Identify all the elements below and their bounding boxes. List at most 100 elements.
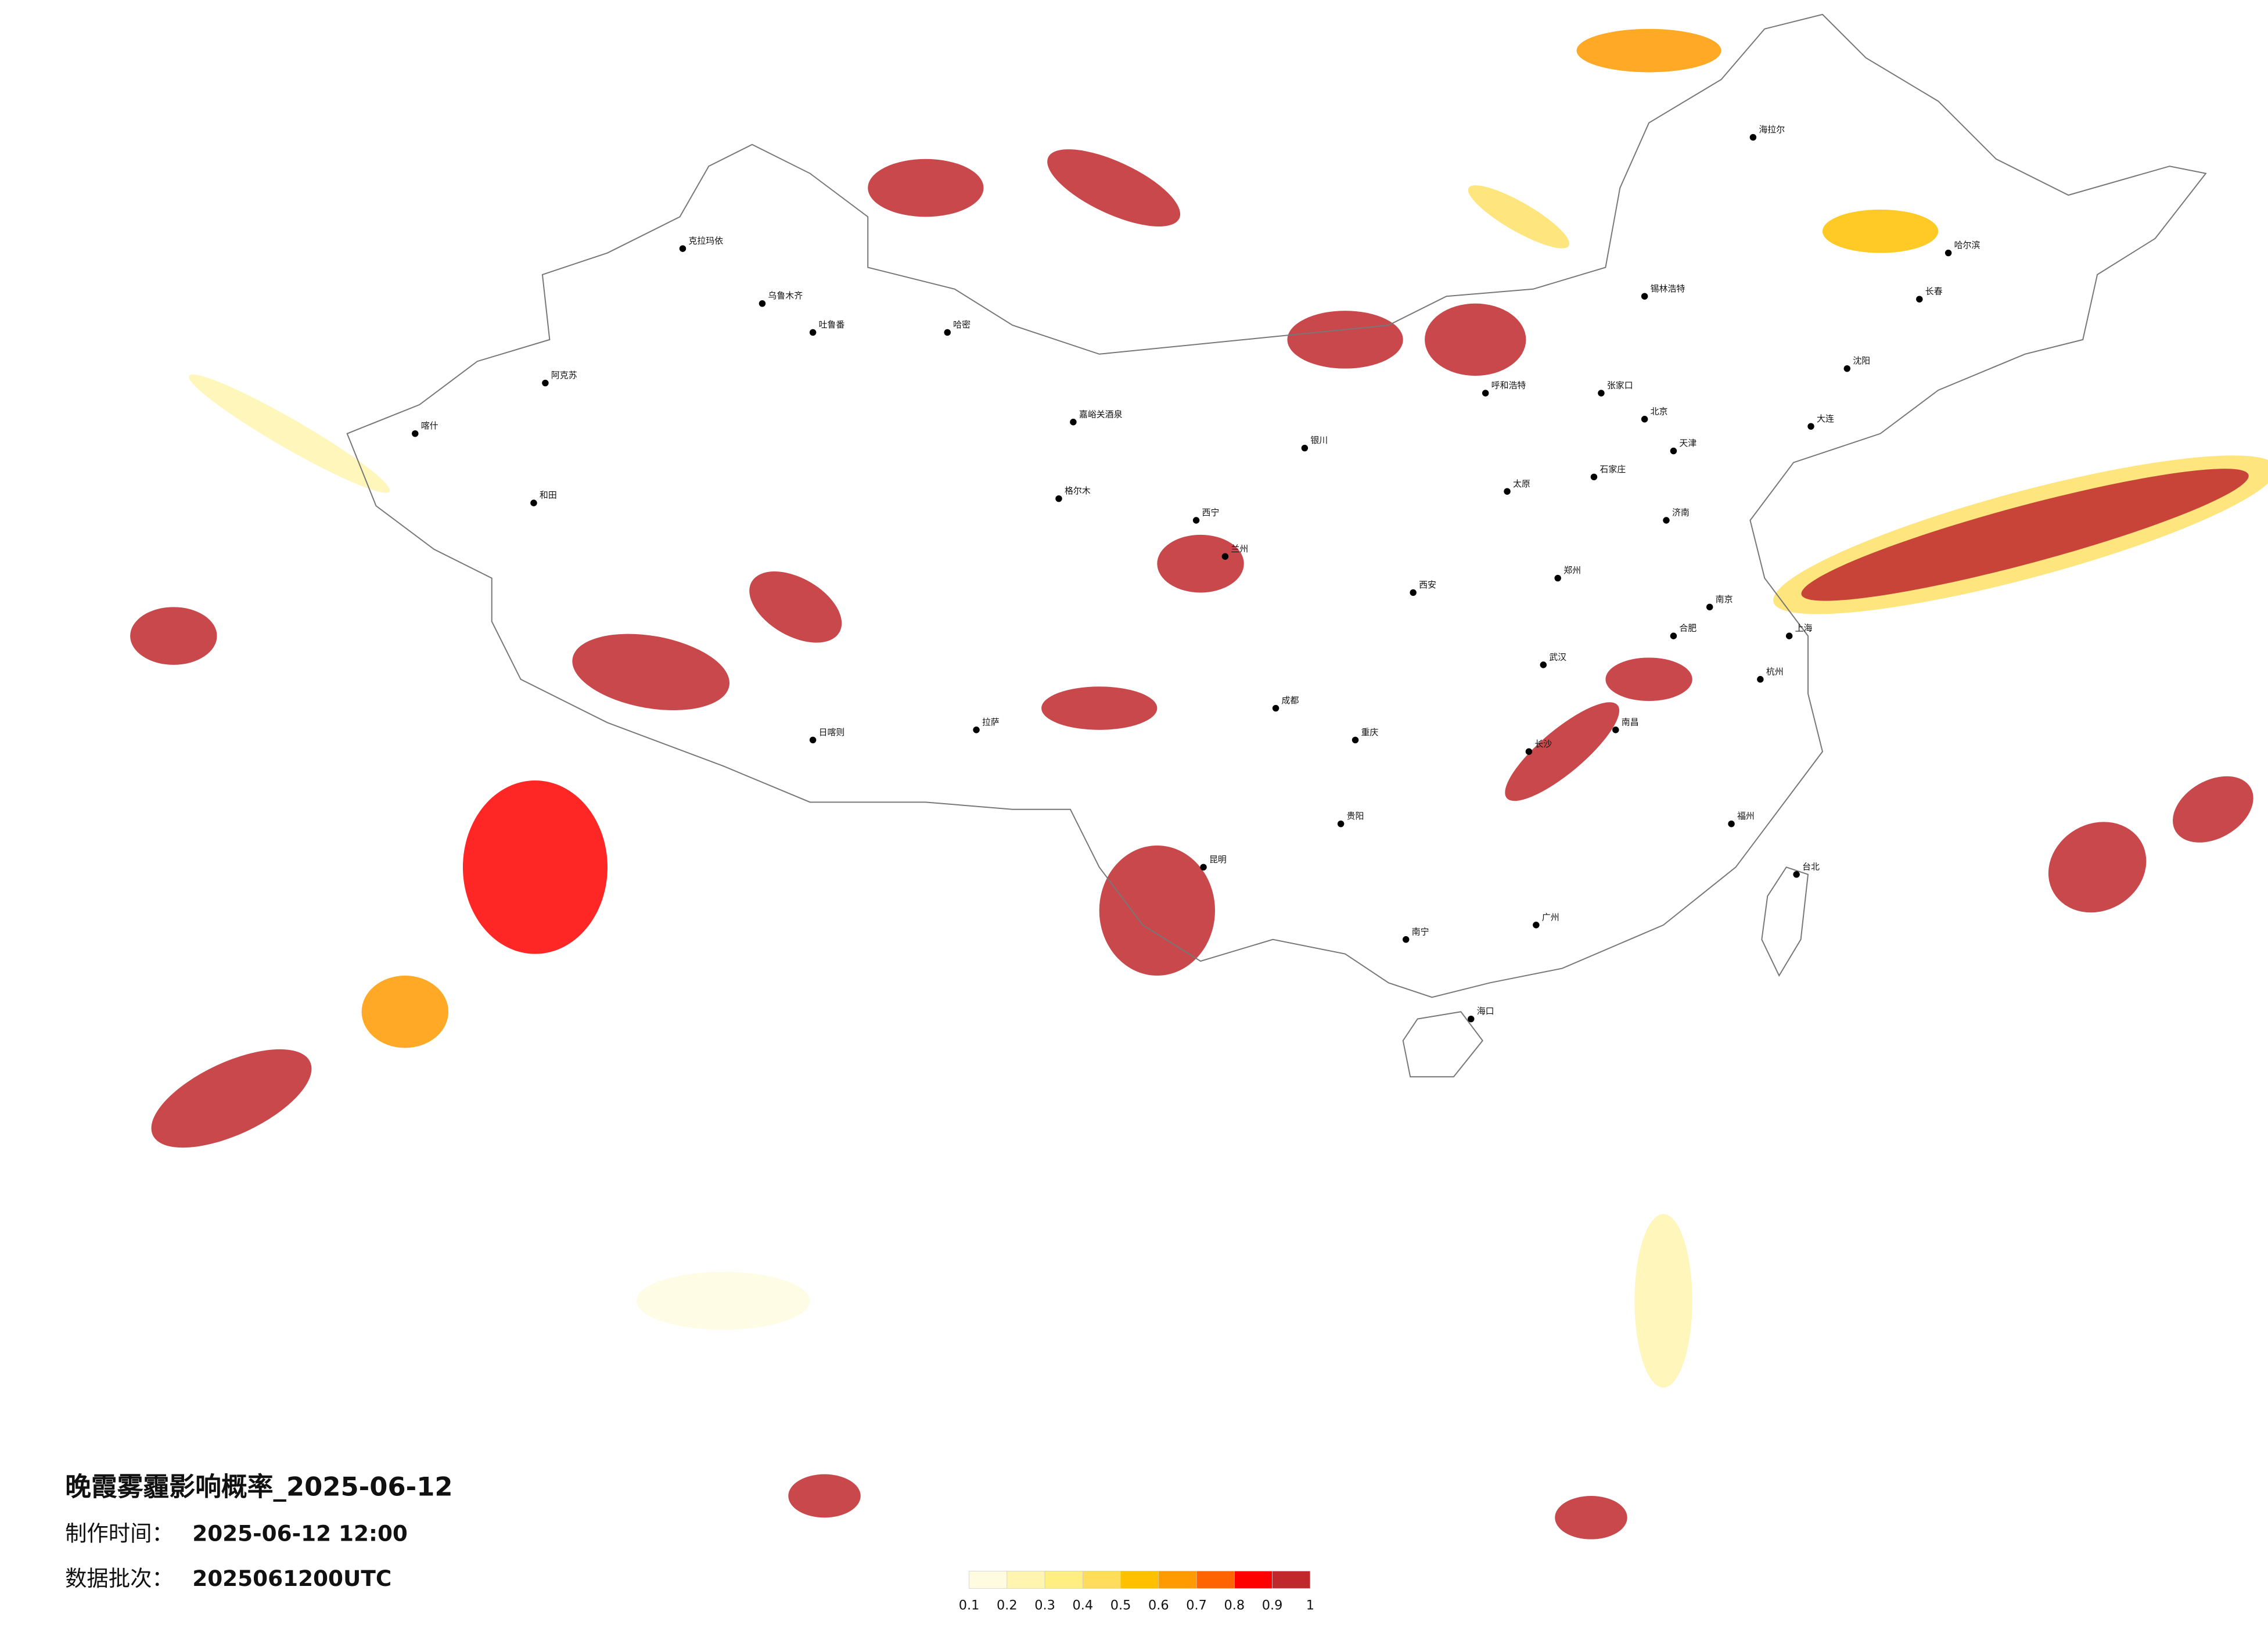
- legend-swatch: [1158, 1571, 1197, 1589]
- haze-area: [130, 607, 217, 665]
- city-label: 哈尔滨: [1954, 240, 1981, 250]
- city-dot: [1590, 473, 1598, 481]
- city-dot: [1944, 249, 1952, 257]
- city-dot: [1785, 632, 1793, 639]
- haze-area: [1634, 1214, 1692, 1388]
- city-dot: [1482, 390, 1489, 397]
- haze-area: [749, 571, 842, 643]
- city-label: 锡林浩特: [1651, 283, 1685, 294]
- city-dot: [1192, 517, 1200, 524]
- city-label: 西宁: [1202, 508, 1220, 518]
- city-dot: [1533, 922, 1540, 929]
- haze-layer: [130, 28, 2268, 1539]
- haze-area: [151, 1049, 312, 1148]
- city-dot: [542, 379, 549, 387]
- city-dot: [1410, 589, 1417, 596]
- city-label: 武汉: [1549, 652, 1566, 662]
- city-dot: [1055, 495, 1062, 502]
- legend-tick-label: 0.8: [1224, 1598, 1245, 1613]
- map-title: 晚霞雾霾影响概率_2025-06-12: [65, 1472, 453, 1502]
- city-dot: [1352, 736, 1359, 744]
- city-dot: [1843, 365, 1851, 372]
- city-label: 海拉尔: [1759, 124, 1785, 135]
- city-label: 济南: [1672, 508, 1690, 518]
- city-label: 喀什: [421, 420, 438, 431]
- legend-tick-label: 0.1: [959, 1598, 980, 1613]
- city-label: 兰州: [1231, 544, 1248, 554]
- city-dot: [1641, 293, 1648, 300]
- haze-area: [572, 634, 730, 711]
- city-dot: [1749, 134, 1757, 141]
- city-label: 广州: [1542, 912, 1559, 922]
- city-label: 海口: [1477, 1006, 1494, 1016]
- city-dot: [1612, 726, 1619, 733]
- city-label: 合肥: [1679, 623, 1696, 634]
- legend-swatch: [1234, 1571, 1273, 1589]
- city-label: 石家庄: [1600, 464, 1626, 474]
- city-label: 阿克苏: [551, 370, 577, 380]
- city-dot: [1402, 936, 1410, 943]
- city-label: 天津: [1679, 438, 1696, 448]
- haze-area: [1576, 28, 1721, 73]
- haze-area: [1605, 657, 1692, 702]
- city-label: 长沙: [1534, 739, 1552, 749]
- city-label: 拉萨: [982, 717, 1000, 727]
- legend-swatch: [1082, 1571, 1121, 1589]
- legend-swatch: [1007, 1571, 1045, 1589]
- city-label: 哈密: [953, 319, 971, 330]
- haze-area: [1555, 1496, 1627, 1539]
- city-label: 北京: [1651, 406, 1668, 416]
- info-value: 2025061200UTC: [192, 1566, 391, 1591]
- city-label: 银川: [1310, 435, 1328, 445]
- city-dot: [1221, 553, 1229, 560]
- haze-area: [1822, 209, 1939, 253]
- city-dot: [973, 726, 980, 733]
- city-label: 上海: [1795, 623, 1813, 634]
- haze-area: [1099, 846, 1215, 976]
- legend-swatch: [1120, 1571, 1159, 1589]
- legend-tick-label: 0.5: [1110, 1598, 1131, 1613]
- legend: 0.1 0.2 0.3 0.4 0.5 0.6 0.7 0.8 0.9 1: [959, 1571, 1314, 1613]
- city-label: 吐鲁番: [819, 319, 845, 330]
- city-label: 克拉玛依: [688, 236, 723, 246]
- city-dot: [1757, 676, 1764, 683]
- city-label: 呼和浩特: [1491, 380, 1526, 391]
- city-label: 福州: [1737, 811, 1755, 821]
- city-dot: [1641, 416, 1648, 423]
- info-label: 制作时间：: [65, 1521, 174, 1546]
- legend-tick-label: 0.9: [1262, 1598, 1283, 1613]
- haze-area: [2173, 776, 2253, 843]
- haze-area: [1047, 149, 1181, 226]
- legend-swatch: [1196, 1571, 1235, 1589]
- haze-area: [1425, 303, 1526, 376]
- city-dot: [412, 430, 419, 437]
- city-dot: [1200, 864, 1207, 871]
- city-label: 长春: [1925, 286, 1943, 297]
- haze-area: [1505, 702, 1620, 801]
- city-label: 杭州: [1766, 666, 1784, 677]
- city-dot: [1554, 574, 1561, 582]
- city-label: 张家口: [1607, 380, 1633, 391]
- city-dot: [1070, 419, 1077, 426]
- legend-swatch: [969, 1571, 1008, 1589]
- city-dot: [530, 499, 537, 506]
- city-dot: [1468, 1015, 1475, 1023]
- city-label: 贵阳: [1347, 811, 1364, 821]
- haze-area: [636, 1272, 810, 1330]
- haze-area: [788, 1474, 861, 1518]
- city-label: 乌鲁木齐: [768, 290, 803, 301]
- haze-area: [868, 159, 984, 217]
- city-dot: [1301, 444, 1309, 452]
- island-taiwan: [1761, 866, 1809, 977]
- legend-tick-label: 0.7: [1186, 1598, 1207, 1613]
- legend-tick-label: 0.6: [1148, 1598, 1169, 1613]
- city-dot: [1807, 423, 1814, 430]
- legend-tick-label: 0.4: [1073, 1598, 1094, 1613]
- island-hainan: [1402, 1011, 1483, 1078]
- city-dot: [1504, 488, 1511, 495]
- legend-tick-label: 1: [1306, 1598, 1314, 1613]
- city-dot: [1272, 704, 1279, 712]
- city-label: 南宁: [1412, 926, 1429, 937]
